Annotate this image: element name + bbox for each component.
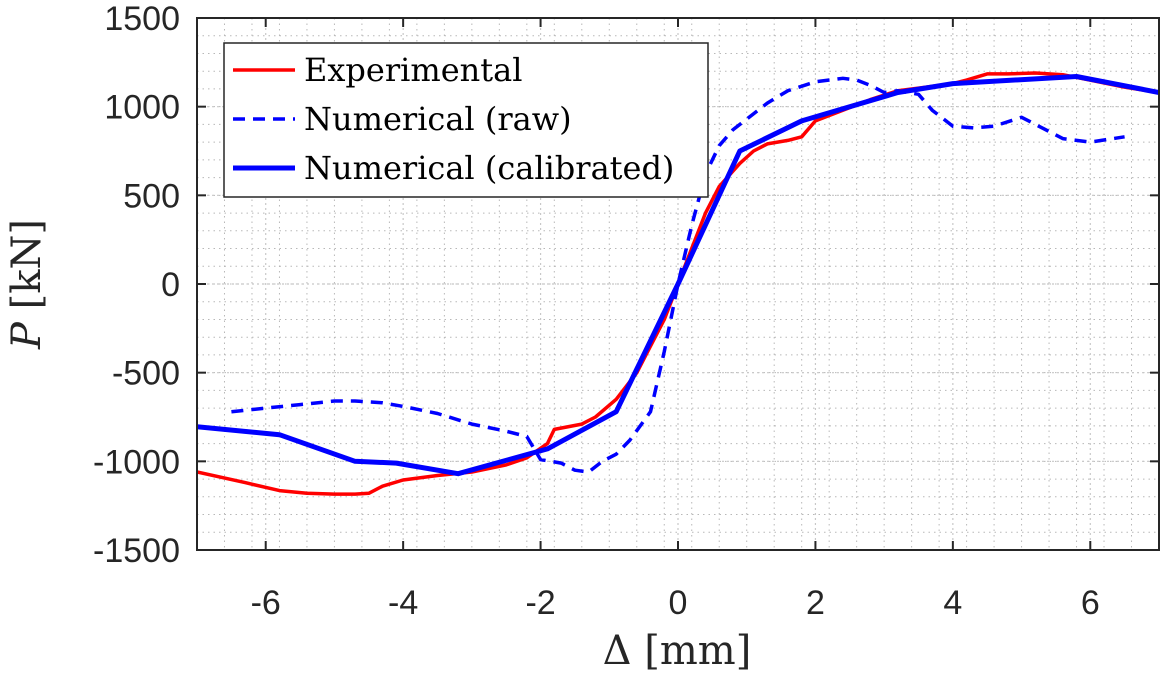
- legend-label: Numerical (calibrated): [304, 149, 674, 187]
- series-line-numerical-raw: [231, 76, 1125, 474]
- y-tick-label: 0: [161, 266, 180, 304]
- x-tick-label: 4: [943, 584, 962, 622]
- series-layer: [197, 71, 1159, 496]
- legend-box: [223, 42, 709, 198]
- axis-ticks: [197, 17, 1159, 551]
- y-axis-label-variable: P: [4, 321, 50, 350]
- y-tick-label: 1500: [104, 0, 180, 38]
- legend-label: Numerical (raw): [304, 100, 572, 138]
- x-tick-label: 2: [806, 584, 825, 622]
- legend: Experimental Numerical (raw) Numerical (ca…: [223, 42, 709, 198]
- x-axis-label: Δ [mm]: [603, 628, 752, 674]
- y-tick-label: -500: [112, 355, 180, 393]
- y-axis-label: P [kN]: [4, 219, 50, 350]
- tick-labels: -6 -4 -2 0 2 4 6 -1500 -1000 -500 0 500 1000 1500: [93, 0, 1100, 622]
- y-axis-label-unit: [kN]: [4, 219, 50, 322]
- y-tick-label: -1000: [93, 443, 180, 481]
- x-tick-label: 6: [1081, 584, 1100, 622]
- y-tick-label: 1000: [104, 89, 180, 127]
- legend-label: Experimental: [304, 51, 522, 89]
- x-tick-label: -2: [525, 584, 555, 622]
- x-tick-label: -6: [251, 584, 281, 622]
- x-tick-label: -4: [388, 584, 418, 622]
- y-tick-label: -1500: [93, 532, 180, 570]
- series-line-numerical-calibrated: [197, 74, 1159, 477]
- x-tick-label: 0: [669, 584, 688, 622]
- y-tick-label: 500: [123, 177, 180, 215]
